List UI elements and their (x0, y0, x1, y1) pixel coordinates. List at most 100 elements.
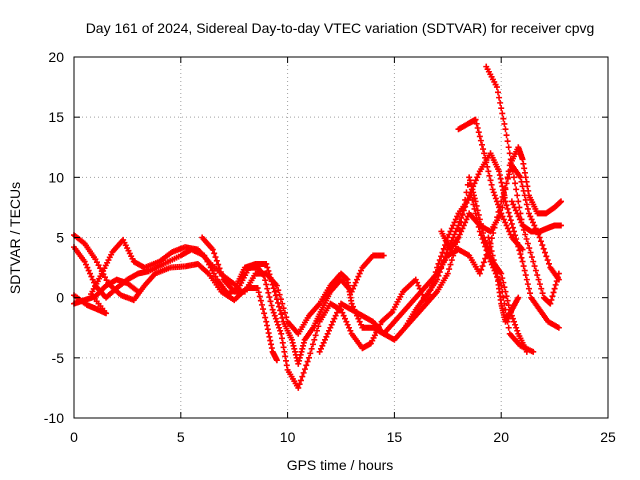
data-point (500, 279, 507, 286)
x-tick-label: 20 (493, 429, 509, 445)
data-point (503, 293, 510, 300)
data-point (490, 189, 497, 196)
data-point (511, 318, 518, 325)
data-point (502, 186, 509, 193)
data-point (446, 266, 453, 273)
data-point (256, 293, 263, 300)
data-point (297, 351, 304, 358)
data-point (477, 137, 484, 144)
data-point (528, 216, 535, 223)
data-point (475, 211, 482, 218)
data-point (305, 354, 312, 361)
data-point (213, 257, 220, 264)
data-point (319, 342, 326, 349)
data-point (470, 192, 477, 199)
data-point (500, 198, 507, 205)
chart-title: Day 161 of 2024, Sidereal Day-to-day VTE… (86, 20, 595, 36)
data-point (519, 246, 526, 253)
data-point (525, 285, 532, 292)
data-point (352, 279, 359, 286)
data-point (279, 300, 286, 307)
data-point (497, 175, 504, 182)
data-point (472, 198, 479, 205)
data-point (550, 289, 557, 296)
data-point (351, 282, 358, 289)
data-point (522, 174, 529, 181)
data-point (503, 132, 510, 139)
data-point (523, 201, 530, 208)
data-point (304, 358, 311, 365)
data-point (320, 339, 327, 346)
data-point (507, 231, 514, 238)
data-point (451, 248, 458, 255)
data-point (355, 315, 362, 322)
data-point (482, 255, 489, 262)
data-point (524, 205, 531, 212)
data-point (525, 210, 532, 217)
data-point (456, 226, 463, 233)
data-point (498, 210, 505, 217)
data-point (477, 220, 484, 227)
data-point (472, 210, 479, 217)
data-point (500, 216, 507, 223)
data-point (280, 305, 287, 312)
data-point (283, 362, 290, 369)
data-point (502, 288, 509, 295)
data-point (277, 327, 284, 334)
data-point (494, 89, 501, 96)
data-point (282, 357, 289, 364)
data-point (212, 273, 219, 280)
data-point (278, 335, 285, 342)
data-point (269, 306, 276, 313)
x-tick-label: 10 (280, 429, 296, 445)
data-point (344, 321, 351, 328)
data-point (295, 360, 302, 367)
data-point (483, 240, 490, 247)
data-point (486, 172, 493, 179)
data-point (270, 309, 277, 316)
data-point (482, 237, 489, 244)
data-point (506, 306, 513, 313)
data-point (211, 250, 218, 257)
data-point (95, 262, 102, 269)
data-point (448, 225, 455, 232)
data-point (212, 254, 219, 261)
data-point (296, 381, 303, 388)
data-point (509, 224, 516, 231)
data-point (280, 344, 287, 351)
data-point (523, 348, 530, 355)
data-point (216, 265, 223, 272)
data-point (255, 289, 262, 296)
data-point (476, 228, 483, 235)
data-point (438, 265, 445, 272)
data-point (512, 207, 519, 214)
y-tick-label: 15 (48, 109, 64, 125)
data-point (265, 330, 272, 337)
data-point (267, 298, 274, 305)
data-point (292, 348, 299, 355)
data-point (515, 294, 522, 301)
data-point (460, 222, 467, 229)
data-point (502, 219, 509, 226)
data-point (552, 281, 559, 288)
data-point (278, 311, 285, 318)
data-point (504, 297, 511, 304)
y-tick-label: 0 (56, 290, 64, 306)
y-tick-label: 5 (56, 230, 64, 246)
data-point (299, 373, 306, 380)
data-point (505, 324, 512, 331)
data-point (484, 243, 491, 250)
data-point (443, 250, 450, 257)
data-point (504, 174, 511, 181)
data-point (348, 300, 355, 307)
x-tick-label: 0 (70, 429, 78, 445)
data-point (273, 318, 280, 325)
data-point (549, 293, 556, 300)
y-tick-label: -10 (44, 410, 64, 426)
data-point (263, 281, 270, 288)
data-point (103, 277, 110, 284)
data-point (307, 350, 314, 357)
data-point (268, 345, 275, 352)
data-point (520, 263, 527, 270)
